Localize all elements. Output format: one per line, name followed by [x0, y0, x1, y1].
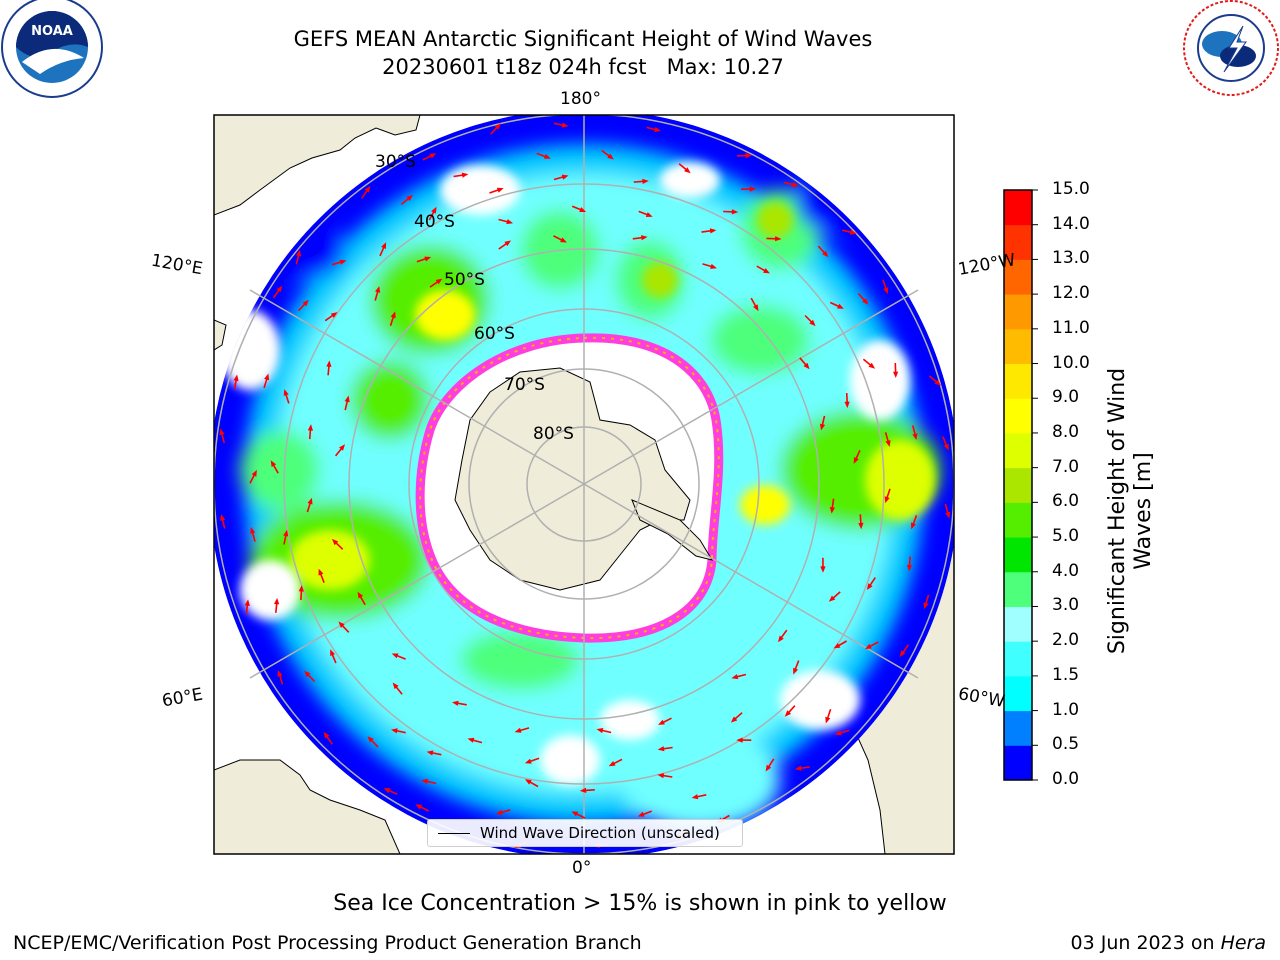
colorbar-segment: [1004, 259, 1032, 295]
nws-logo: [1183, 0, 1279, 96]
lat-label-40s: 40°S: [414, 212, 455, 232]
colorbar-segment: [1004, 432, 1032, 469]
colorbar-segment: [1004, 294, 1032, 330]
colorbar-label-line2: Waves [m]: [1131, 452, 1156, 570]
colorbar-tick-label: 1.0: [1052, 699, 1080, 720]
legend-label: Wind Wave Direction (unscaled): [480, 824, 720, 842]
lon-label-180: 180°: [560, 89, 601, 109]
colorbar-tick-label: 0.5: [1052, 734, 1080, 755]
colorbar-tick-label: 12.0: [1052, 283, 1090, 304]
sea-ice-note: Sea Ice Concentration > 15% is shown in …: [333, 891, 947, 916]
host-name: Hera: [1220, 932, 1266, 954]
antarctic-peninsula-land: [631, 499, 714, 561]
colorbar-tick-label: 8.0: [1052, 421, 1080, 442]
map-area: [214, 115, 954, 854]
colorbar-tick-label: 1.5: [1052, 664, 1080, 685]
lat-label-80s: 80°S: [533, 424, 574, 444]
colorbar-tick-label: 6.0: [1052, 491, 1080, 512]
colorbar-tick-label: 5.0: [1052, 526, 1080, 547]
colorbar-segment: [1004, 190, 1032, 226]
colorbar-segment: [1004, 641, 1032, 677]
chart-title: GEFS MEAN Antarctic Significant Height o…: [293, 27, 873, 51]
colorbar-segment: [1004, 328, 1032, 365]
chart-subtitle: 20230601 t18z 024h fcst Max: 10.27: [382, 55, 784, 79]
lon-label-0: 0°: [572, 858, 592, 878]
colorbar-segment: [1004, 745, 1032, 781]
credit-line: NCEP/EMC/Verification Post Processing Pr…: [13, 932, 642, 954]
colorbar: [1003, 189, 1038, 781]
svg-text:NOAA: NOAA: [31, 24, 73, 39]
colorbar-segment: [1004, 537, 1032, 573]
noaa-logo: NOAA: [1, 0, 103, 98]
colorbar-tick-label: 9.0: [1052, 387, 1080, 408]
colorbar-label: Significant Height of Wind Waves [m]: [1105, 331, 1157, 691]
africa-land: [214, 759, 401, 854]
colorbar-tick-label: 4.0: [1052, 560, 1080, 581]
lat-label-70s: 70°S: [504, 375, 545, 395]
map-frame: [213, 114, 955, 855]
colorbar-tick-label: 13.0: [1052, 248, 1090, 269]
lat-label-50s: 50°S: [444, 270, 485, 290]
date-line: 03 Jun 2023 on Hera: [1071, 932, 1267, 954]
lat-label-30s: 30°S: [375, 152, 416, 172]
madagascar-land: [214, 319, 227, 351]
colorbar-segment: [1004, 571, 1032, 607]
colorbar-tick-label: 11.0: [1052, 317, 1090, 338]
colorbar-segment: [1004, 398, 1032, 434]
australia-land: [214, 115, 421, 216]
colorbar-segment: [1004, 467, 1032, 503]
map-legend: Wind Wave Direction (unscaled): [427, 819, 743, 847]
colorbar-tick-label: 15.0: [1052, 179, 1090, 199]
colorbar-segment: [1004, 224, 1032, 260]
colorbar-tick-label: 2.0: [1052, 630, 1080, 651]
colorbar-segment: [1004, 710, 1032, 746]
colorbar-segment: [1004, 675, 1032, 712]
colorbar-segment: [1004, 363, 1032, 399]
colorbar-segment: [1004, 502, 1032, 538]
date-text: 03 Jun 2023 on: [1070, 932, 1215, 954]
colorbar-tick-label: 0.0: [1052, 769, 1080, 789]
colorbar-tick-label: 14.0: [1052, 213, 1090, 234]
colorbar-label-line1: Significant Height of Wind: [1105, 367, 1130, 655]
lat-label-60s: 60°S: [474, 324, 515, 344]
colorbar-tick-label: 7.0: [1052, 456, 1080, 477]
colorbar-segment: [1004, 606, 1032, 642]
colorbar-tick-label: 3.0: [1052, 595, 1080, 616]
colorbar-tick-label: 10.0: [1052, 352, 1090, 373]
graticule: [214, 115, 954, 854]
legend-line-sample: [438, 832, 470, 834]
